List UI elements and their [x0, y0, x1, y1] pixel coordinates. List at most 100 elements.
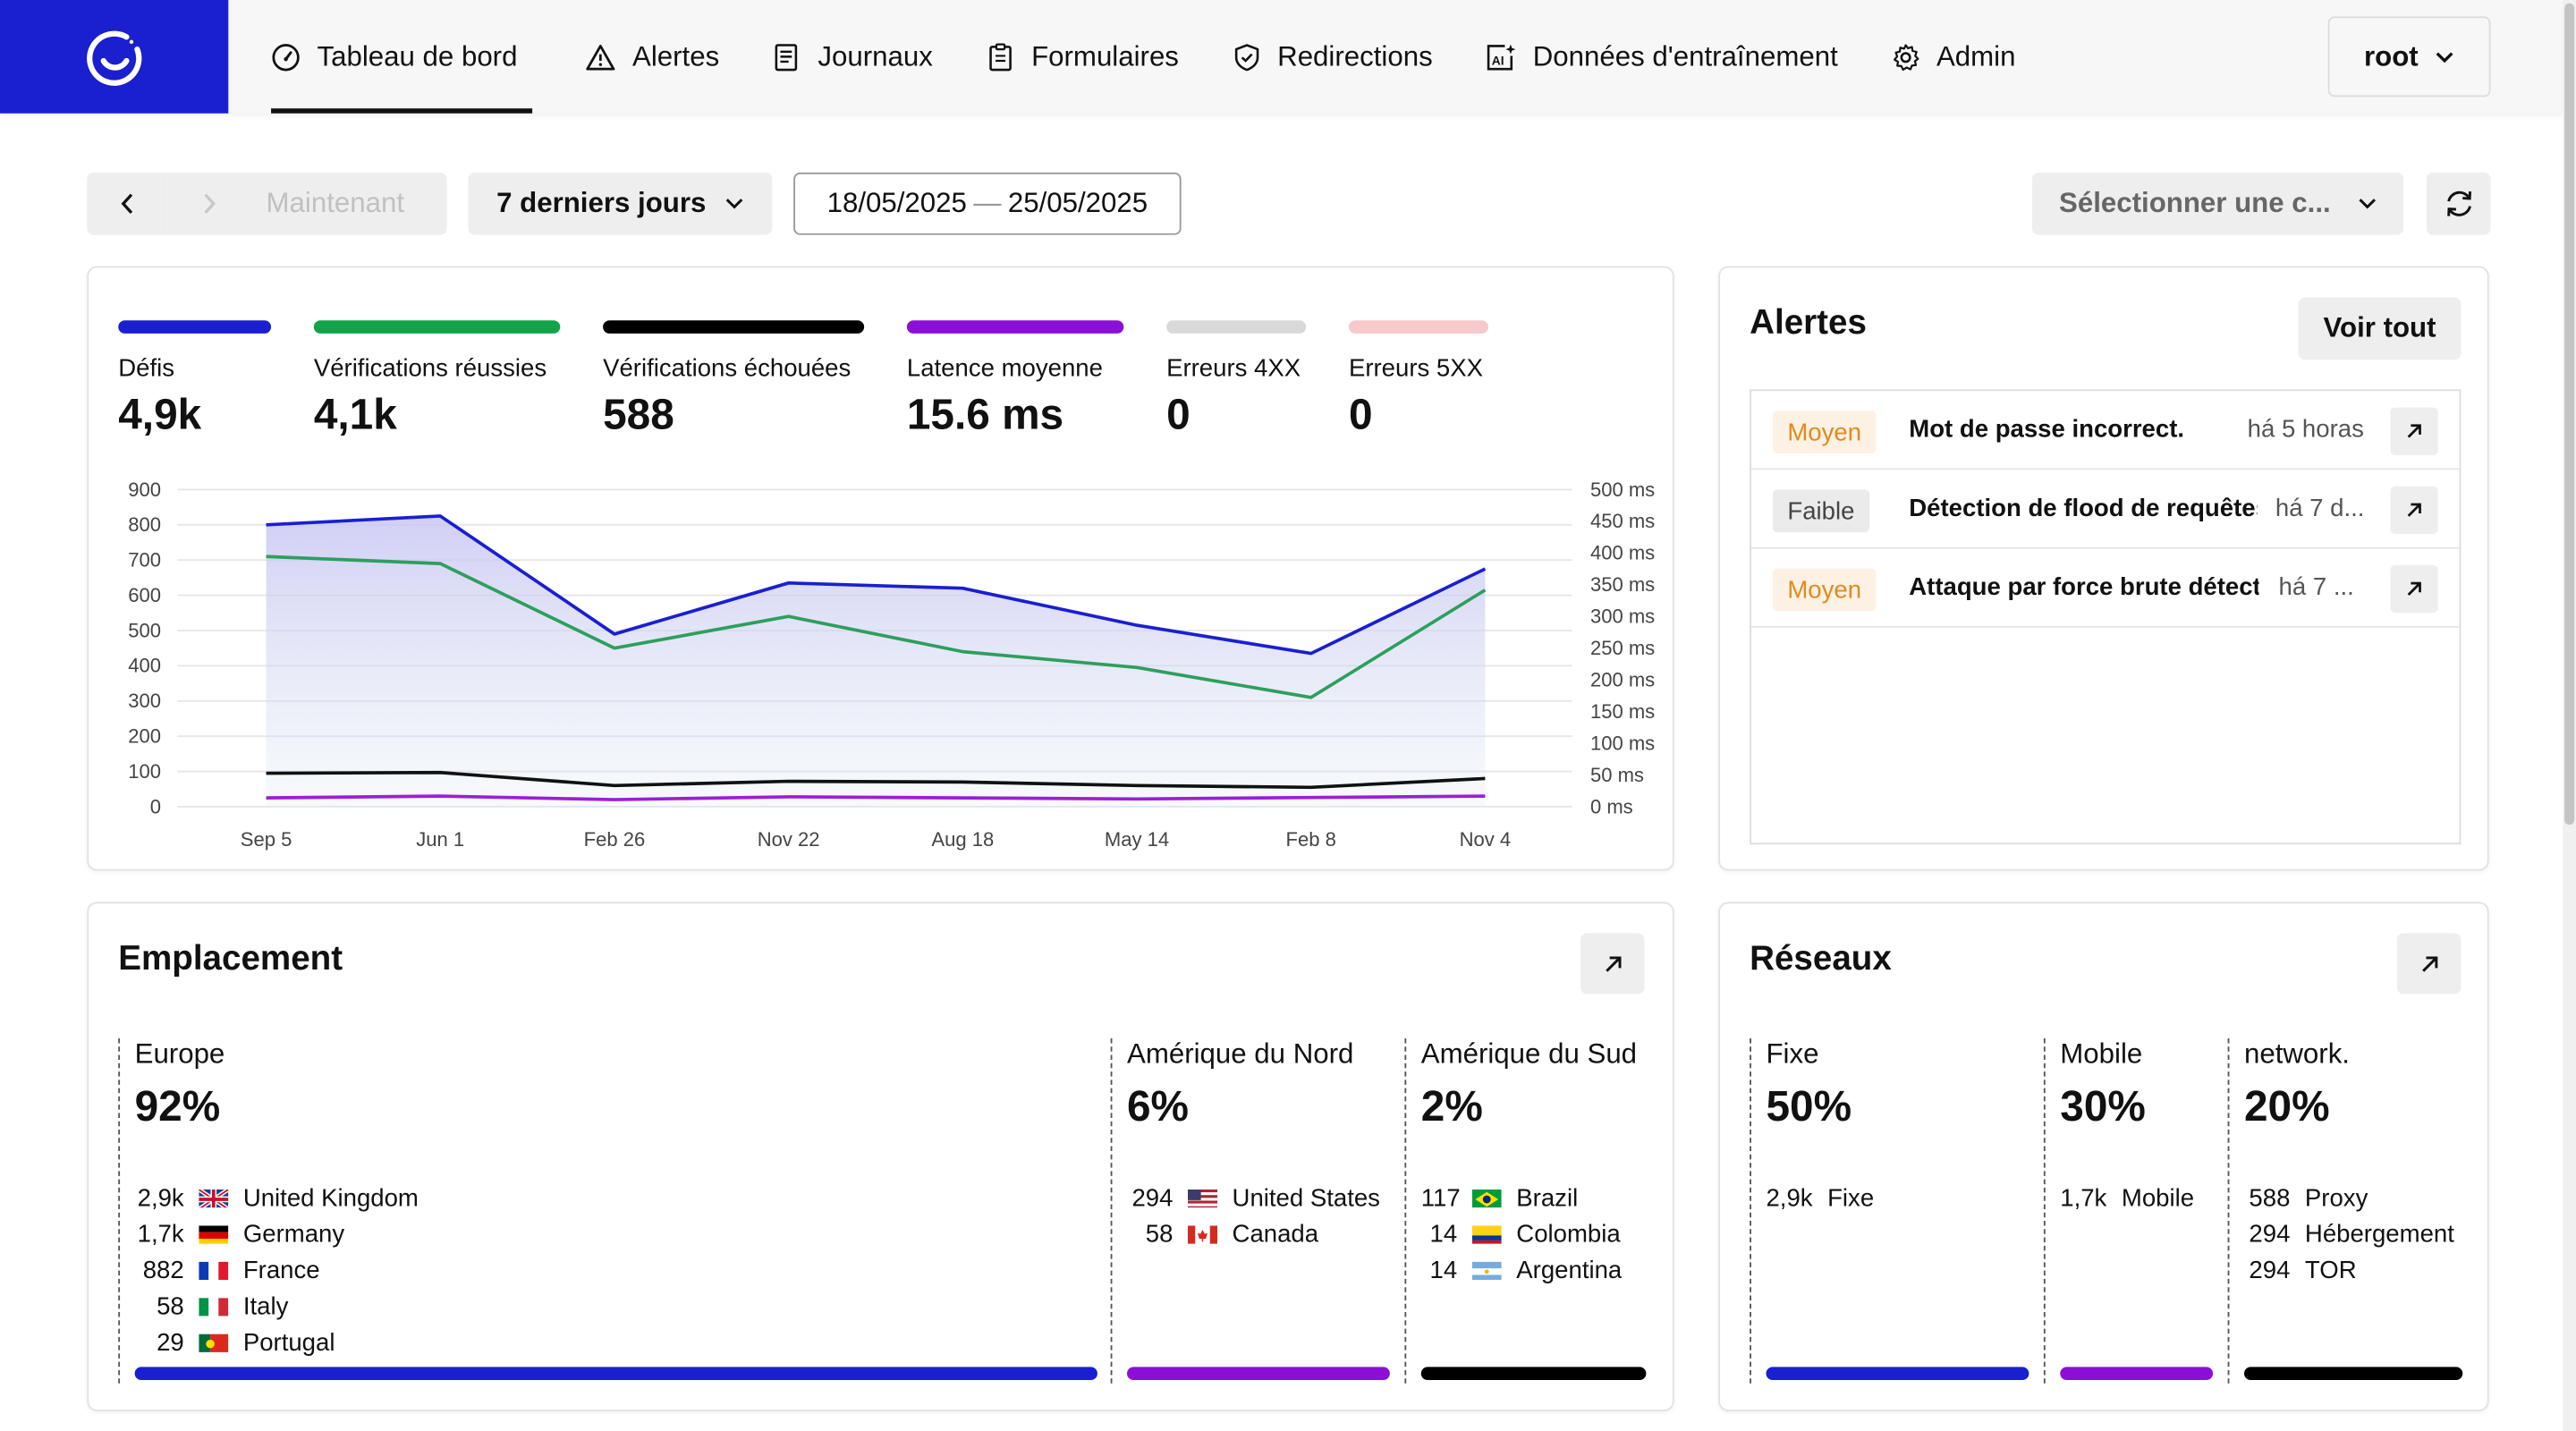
next-period-button[interactable]: Maintenant	[167, 172, 447, 235]
metric-value: 4,1k	[313, 389, 397, 439]
alert-row[interactable]: Moyen Mot de passe incorrect. há 5 horas	[1750, 391, 2460, 470]
y2-tick-label: 0 ms	[1590, 795, 1633, 817]
y-tick-label: 600	[128, 584, 161, 606]
shield-icon	[1234, 43, 1258, 71]
x-tick-label: Feb 26	[584, 828, 646, 851]
scrollbar-thumb[interactable]	[2564, 3, 2575, 826]
warning-icon	[586, 44, 615, 70]
y2-tick-label: 100 ms	[1590, 732, 1655, 754]
flag-ca-icon	[1187, 1224, 1218, 1244]
alerts-title: Alertes	[1750, 303, 1867, 343]
location-title: Emplacement	[118, 939, 343, 978]
severity-badge: Moyen	[1772, 411, 1877, 454]
metric-challenges[interactable]: Défis 4,9k	[118, 320, 272, 440]
open-location-button[interactable]	[1580, 933, 1645, 995]
network-type: Mobile	[2121, 1183, 2195, 1212]
metric-successful-checks[interactable]: Vérifications réussies 4,1k	[313, 320, 561, 440]
x-tick-label: Jun 1	[416, 828, 464, 851]
refresh-button[interactable]	[2426, 172, 2491, 235]
country-name: Canada	[1232, 1219, 1319, 1249]
y2-tick-label: 400 ms	[1590, 542, 1655, 564]
network-name: Fixe	[1766, 1037, 1819, 1070]
nav-label: Formulaires	[1031, 40, 1179, 72]
traffic-chart: 0 100 200 300 400 500 600 700 800 900 0 ms 50 ms 100…	[128, 478, 1655, 851]
country-row: 2,9k United Kingdom	[135, 1180, 419, 1215]
region-percent: 6%	[1126, 1080, 1190, 1130]
metric-4xx-errors[interactable]: Erreurs 4XX 0	[1166, 320, 1307, 440]
region-share-bar	[134, 1367, 1097, 1381]
region-north-america[interactable]: Amérique du Nord 6% 294 United States 58 C…	[1110, 1037, 1405, 1384]
nav-forms[interactable]: Formulaires	[986, 0, 1179, 114]
nav-training-data[interactable]: AI Données d'entraînement	[1485, 0, 1838, 114]
network-row: 2,9k Fixe	[1766, 1180, 1874, 1215]
region-europe[interactable]: Europe 92% 2,9k United Kingdom 1,7k German…	[118, 1037, 1112, 1384]
region-name: Amérique du Sud	[1420, 1037, 1638, 1070]
region-percent: 92%	[134, 1080, 221, 1130]
network-group-mobile[interactable]: Mobile 30% 1,7k Mobile	[2043, 1037, 2228, 1384]
series-line-3	[266, 794, 1486, 801]
metric-color-bar	[313, 320, 561, 334]
y2-tick-label: 450 ms	[1590, 510, 1655, 532]
network-row: 1,7k Mobile	[2060, 1180, 2194, 1215]
nav-label: Tableau de bord	[317, 40, 518, 72]
arrow-up-right-icon	[2407, 424, 2421, 438]
period-select[interactable]: 7 derniers jours	[468, 172, 773, 235]
client-select[interactable]: Sélectionner une c...	[2032, 172, 2404, 235]
series-line-1	[266, 555, 1487, 699]
view-all-alerts-button[interactable]: Voir tout	[2298, 297, 2462, 360]
open-alert-button[interactable]	[2390, 407, 2438, 455]
metric-failed-checks[interactable]: Vérifications échouées 588	[603, 320, 865, 440]
network-type: Fixe	[1827, 1183, 1875, 1212]
alert-time: há 7 ...	[2278, 573, 2354, 602]
date-range-picker[interactable]: 18/05/2025 — 25/05/2025	[793, 172, 1182, 235]
y2-tick-label: 150 ms	[1590, 700, 1655, 723]
metric-value: 4,9k	[118, 389, 202, 439]
nav-label: Redirections	[1277, 40, 1433, 72]
alert-time: há 7 d...	[2275, 494, 2365, 523]
country-name: Germany	[242, 1219, 345, 1249]
country-name: France	[242, 1256, 320, 1284]
network-list: 588 Proxy 294 Hébergement 294 TOR	[2244, 1180, 2454, 1288]
region-percent: 2%	[1420, 1080, 1483, 1130]
nav-redirections[interactable]: Redirections	[1232, 0, 1433, 114]
alerts-card: Alertes Voir tout Moyen Mot de passe inc…	[1718, 266, 2489, 871]
network-group-other[interactable]: network. 20% 588 Proxy 294 Hébergement 294…	[2227, 1037, 2463, 1384]
page-scrollbar[interactable]	[2563, 0, 2576, 1431]
view-all-label: Voir tout	[2323, 312, 2436, 343]
open-networks-button[interactable]	[2396, 933, 2462, 995]
network-list: 1,7k Mobile	[2060, 1180, 2194, 1215]
prev-period-button[interactable]	[87, 172, 168, 235]
logo[interactable]	[0, 0, 229, 114]
nav-admin[interactable]: Admin	[1891, 0, 2015, 114]
region-south-america[interactable]: Amérique du Sud 2% 117 Brazil 14 Colombia …	[1404, 1037, 1647, 1384]
chevron-down-icon	[725, 199, 742, 209]
country-count: 117	[1420, 1183, 1461, 1212]
country-row: 14 Argentina	[1421, 1252, 1623, 1288]
client-select-placeholder: Sélectionner une c...	[2059, 187, 2331, 219]
alert-time: há 5 horas	[2247, 415, 2364, 444]
network-row: 588 Proxy	[2244, 1180, 2454, 1215]
nav-logs[interactable]: Journaux	[772, 0, 933, 114]
country-count: 58	[157, 1291, 184, 1321]
arrow-up-right-icon	[2407, 503, 2421, 517]
open-alert-button[interactable]	[2390, 564, 2438, 614]
y2-tick-label: 50 ms	[1590, 764, 1644, 786]
network-count: 1,7k	[2060, 1183, 2107, 1212]
network-group-fixed[interactable]: Fixe 50% 2,9k Fixe	[1750, 1037, 2044, 1384]
severity-badge: Moyen	[1772, 568, 1877, 612]
flag-br-icon	[1471, 1188, 1502, 1208]
user-menu-button[interactable]: root	[2327, 16, 2491, 97]
alert-row[interactable]: Moyen Attaque par force brute détectée h…	[1750, 549, 2460, 628]
region-name: Amérique du Nord	[1126, 1037, 1354, 1070]
metric-label: Défis	[118, 354, 175, 384]
metric-average-latency[interactable]: Latence moyenne 15.6 ms	[906, 320, 1124, 440]
nav-alerts[interactable]: Alertes	[585, 0, 719, 114]
open-alert-button[interactable]	[2390, 486, 2438, 535]
region-share-bar	[1420, 1367, 1647, 1381]
nav-dashboard[interactable]: Tableau de bord	[271, 0, 532, 114]
alert-message: Attaque par force brute détectée	[1909, 573, 2259, 602]
alert-row[interactable]: Faible Détection de flood de requêtes há…	[1750, 470, 2460, 549]
y-tick-label: 500	[128, 619, 161, 641]
gauge-icon	[272, 43, 300, 71]
metric-5xx-errors[interactable]: Erreurs 5XX 0	[1348, 320, 1489, 440]
